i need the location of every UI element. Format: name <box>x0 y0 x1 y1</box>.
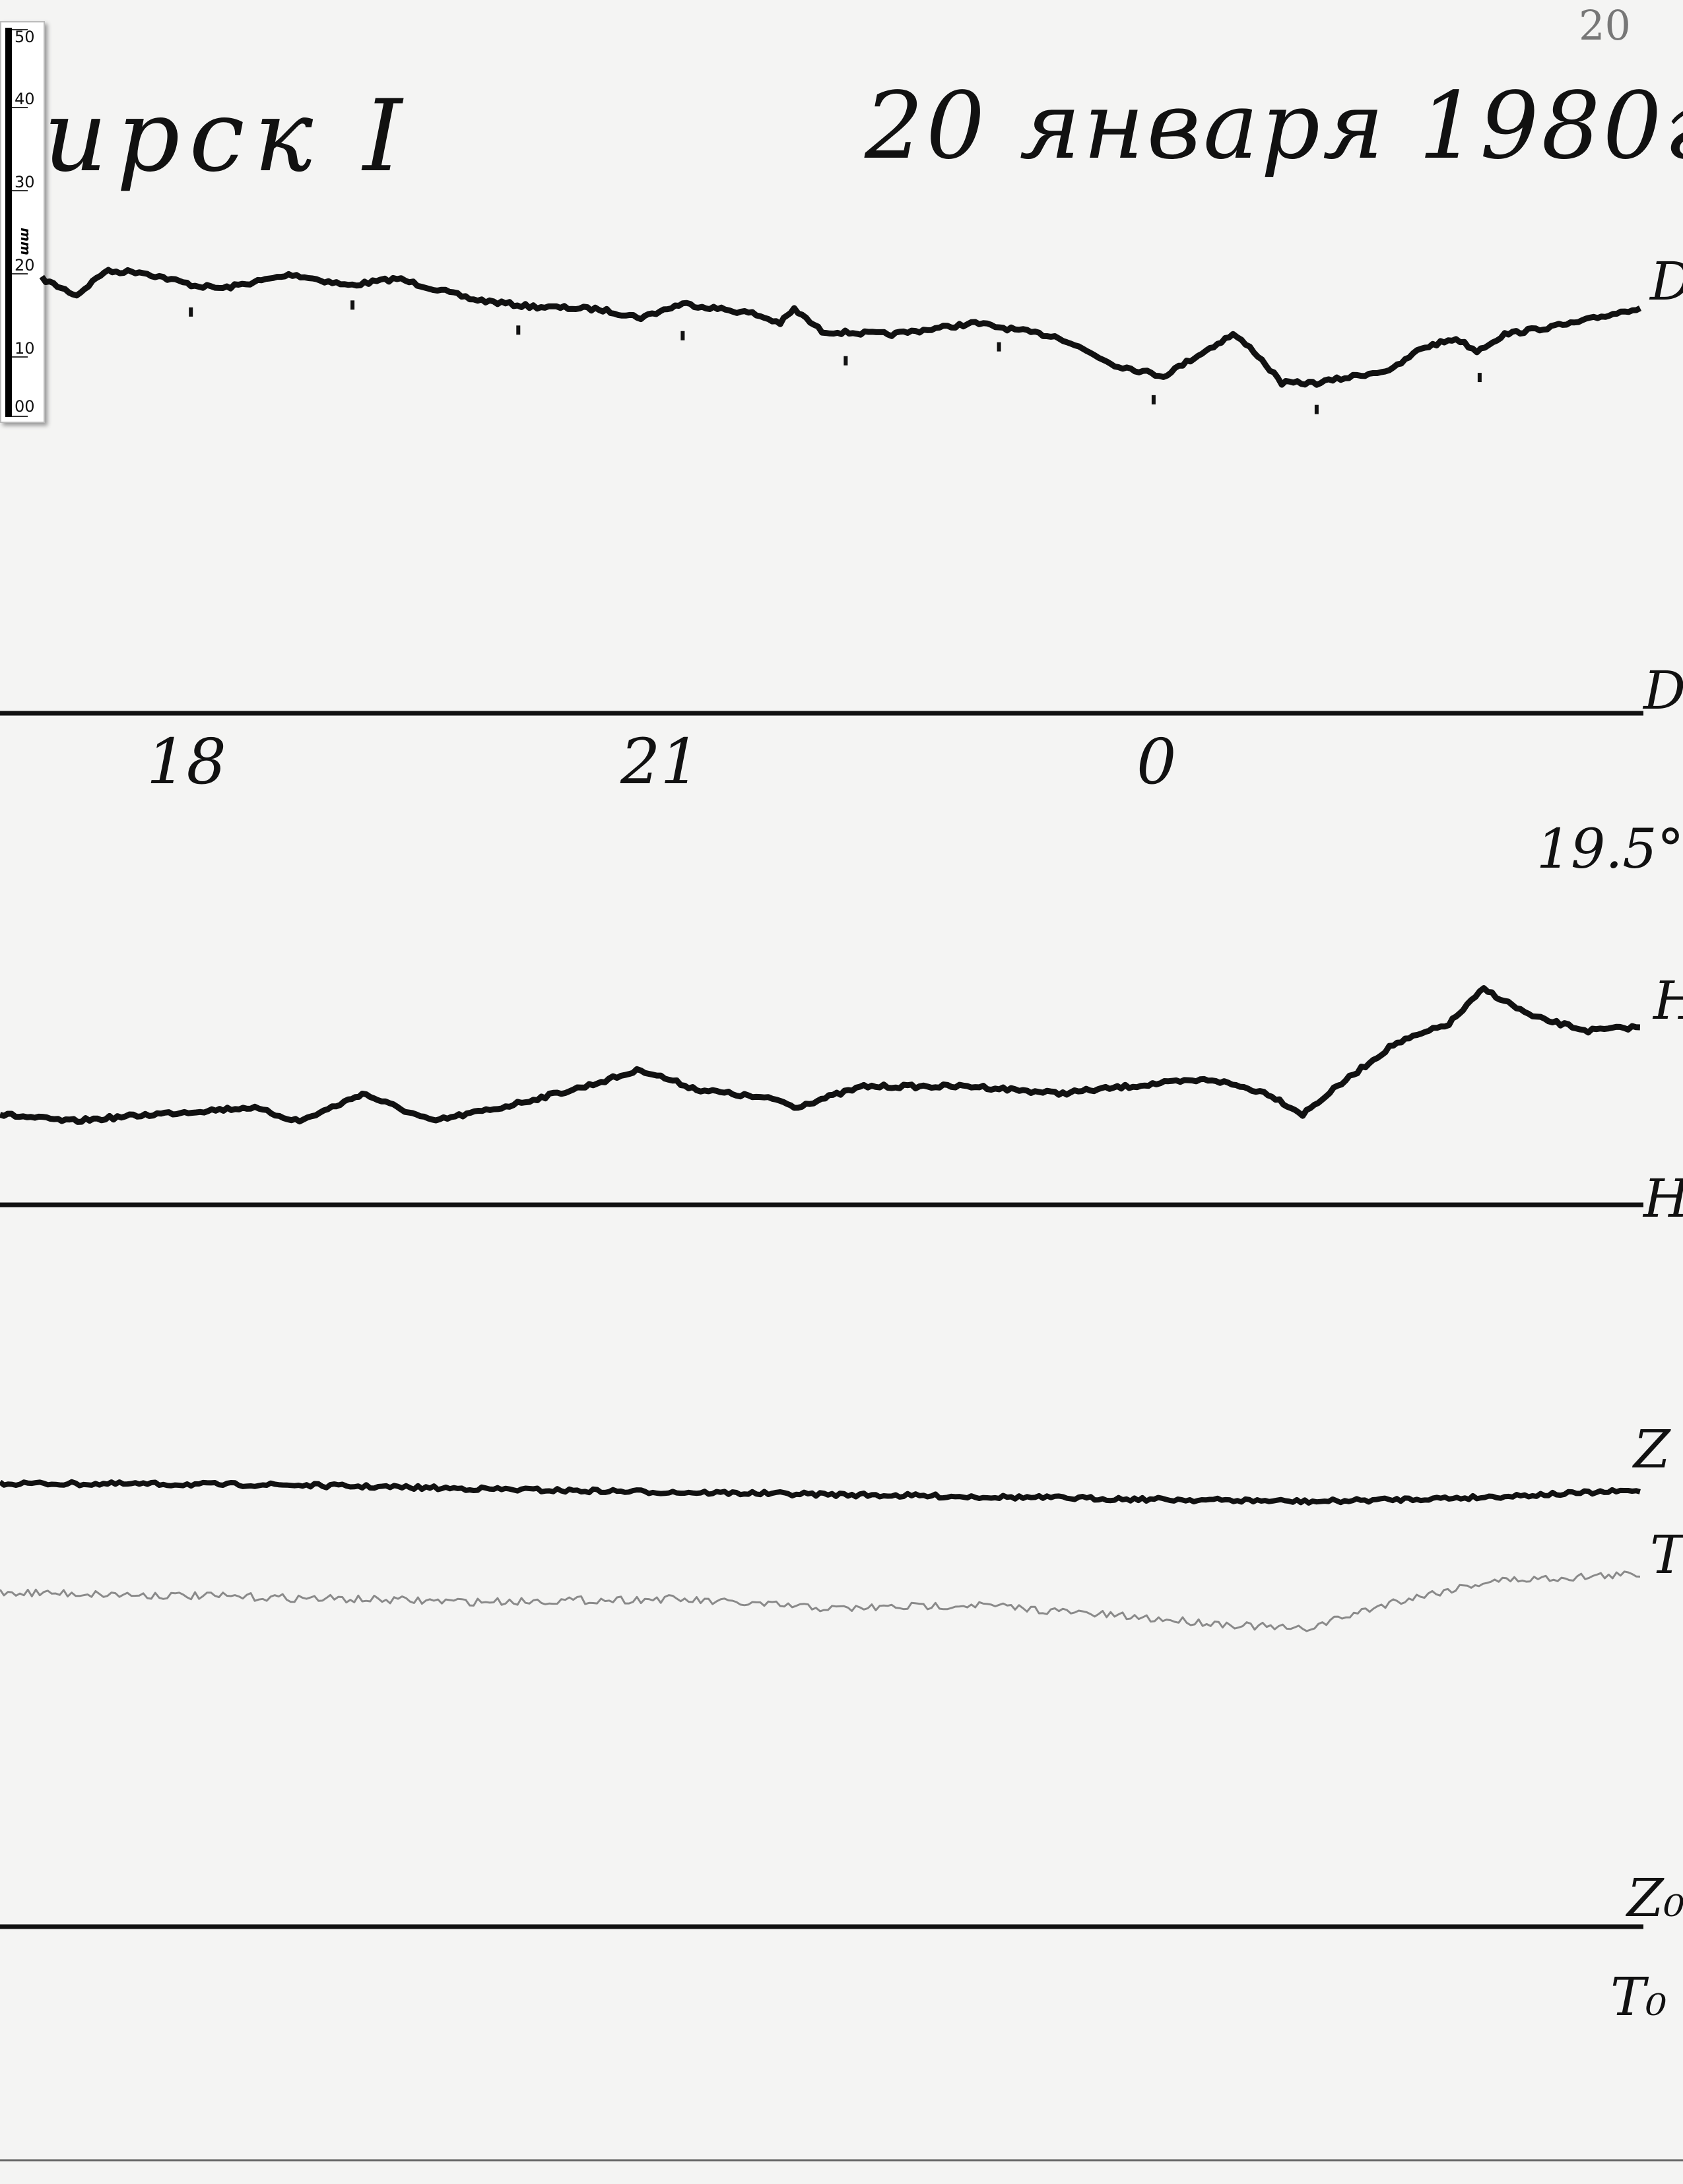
ruler-tick <box>12 190 28 191</box>
trace-z <box>0 1479 1641 1506</box>
hour-mark <box>189 307 193 317</box>
hour-mark <box>516 325 521 335</box>
ruler-bar <box>5 28 12 417</box>
hour-mark <box>1151 395 1156 404</box>
ruler-tick <box>12 107 28 108</box>
ruler-tick <box>12 273 28 274</box>
hour-mark <box>1314 404 1319 414</box>
hour-label-0: 0 <box>1137 726 1177 798</box>
ruler-tick <box>12 29 28 30</box>
channel-label-d: D <box>1650 251 1683 312</box>
station-name: ирск I <box>44 79 412 194</box>
channel-label-h0: H₀ <box>1643 1168 1683 1229</box>
channel-label-z0: Z₀ <box>1627 1867 1683 1929</box>
scale-ruler: 50 40 30 mm 20 10 00 <box>0 21 45 423</box>
ruler-label: 00 <box>15 397 35 416</box>
channel-label-h: H <box>1653 970 1683 1031</box>
temperature-label: 19.5°C <box>1536 818 1683 881</box>
channel-label-d0: D₀ <box>1643 660 1683 721</box>
ruler-label: 40 <box>15 90 35 108</box>
hour-mark <box>1477 373 1482 383</box>
hour-mark <box>680 331 685 340</box>
hour-label-21: 21 <box>620 726 700 798</box>
ruler-label: 10 <box>15 339 35 358</box>
page-number: 20 <box>1579 1 1631 49</box>
hour-label-18: 18 <box>147 726 226 798</box>
trace-h <box>0 985 1641 1125</box>
ruler-label: 50 <box>15 28 35 46</box>
channel-label-t: T <box>1650 1524 1683 1586</box>
hour-mark <box>843 356 848 366</box>
record-date: 20 января 1980г <box>865 73 1683 180</box>
ruler-label: 20 <box>15 256 35 274</box>
ruler-label: 30 <box>15 173 35 191</box>
channel-label-t0: T₀ <box>1610 1966 1667 2028</box>
channel-label-z: Z <box>1634 1419 1670 1480</box>
ruler-tick <box>12 416 28 417</box>
ruler-tick <box>12 356 28 358</box>
hour-mark <box>350 300 355 310</box>
hour-mark <box>997 342 1001 352</box>
trace-d <box>39 267 1642 388</box>
trace-temperature <box>0 1570 1641 1632</box>
